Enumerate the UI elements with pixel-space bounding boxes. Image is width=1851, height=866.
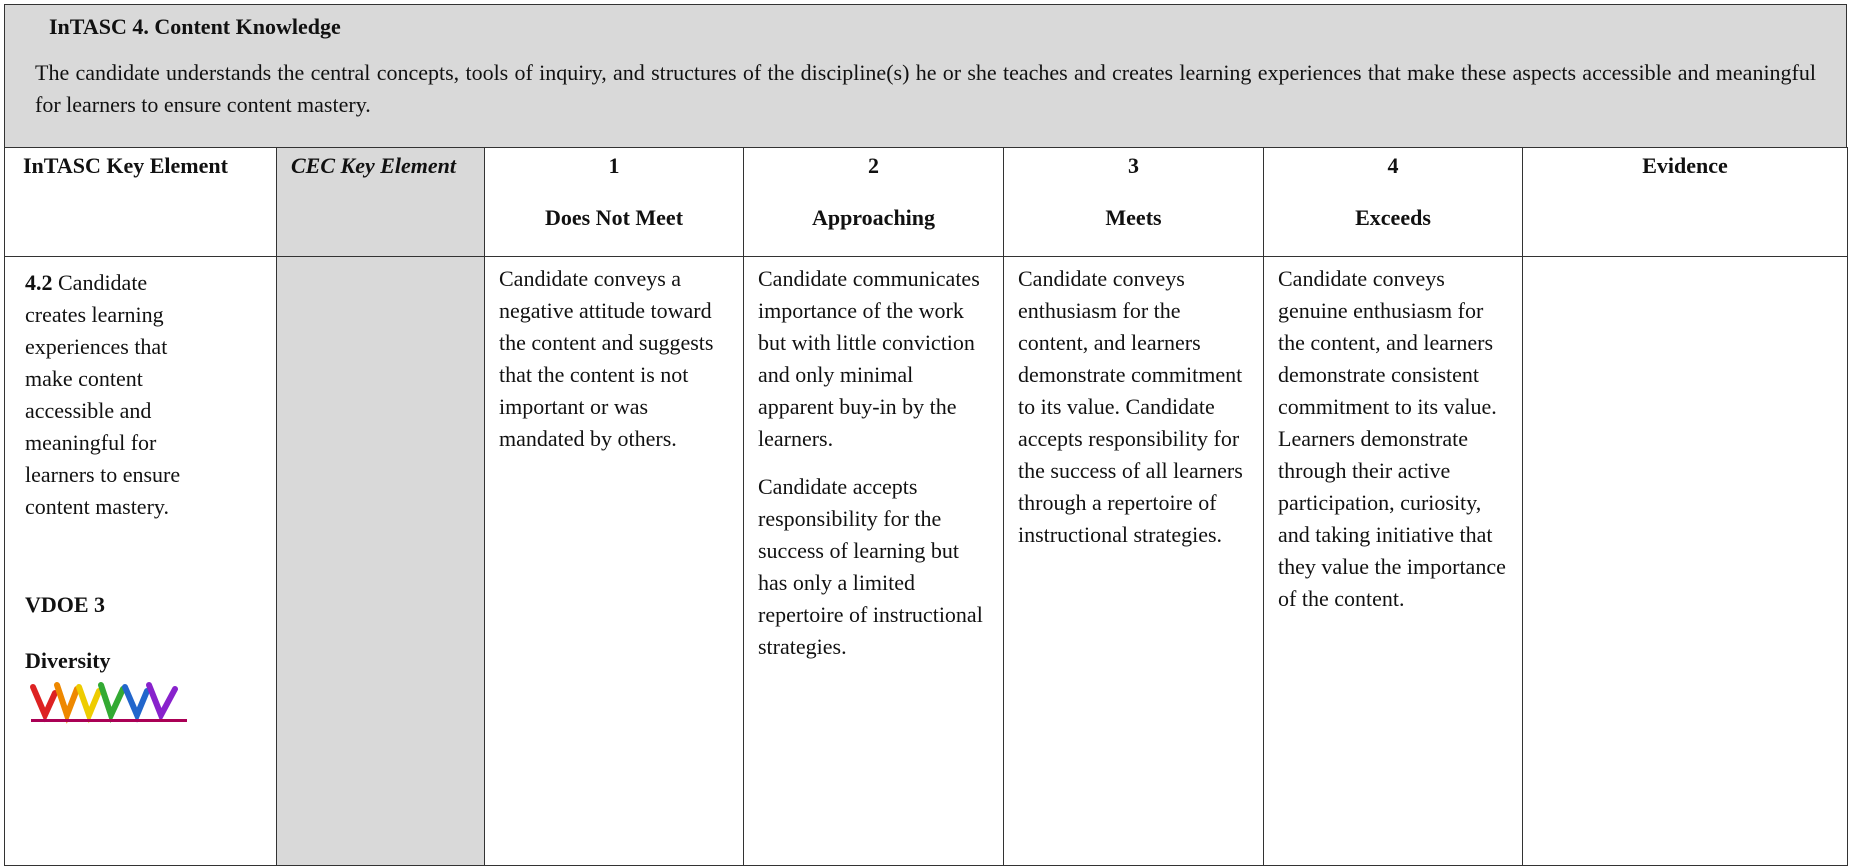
diversity-icon xyxy=(30,682,187,724)
level-cell: Candidate conveys enthusiasm for the con… xyxy=(1003,256,1264,866)
level-cell: Candidate communicates importance of the… xyxy=(743,256,1004,866)
level-number: 1 xyxy=(608,153,620,178)
rubric-table: InTASC Key Element CEC Key Element 1 Does… xyxy=(4,147,1848,866)
standard-title: InTASC 4. Content Knowledge xyxy=(49,14,341,39)
element-number: 4.2 xyxy=(25,270,53,295)
level-text: Candidate conveys genuine enthusiasm for… xyxy=(1278,266,1506,611)
header-row: InTASC Key Element CEC Key Element 1 Does… xyxy=(4,147,1848,257)
evidence-cell xyxy=(1522,256,1848,866)
header-cell: InTASC Key Element xyxy=(4,147,277,257)
header-cell: CEC Key Element xyxy=(276,147,485,257)
level-cell: Candidate conveys a negative attitude to… xyxy=(484,256,744,866)
header-cell: Evidence xyxy=(1522,147,1848,257)
cec-cell xyxy=(276,256,485,866)
level-text: Candidate conveys enthusiasm for the con… xyxy=(1018,266,1243,547)
level-label: Approaching xyxy=(811,205,936,230)
vdoe-label: VDOE 3 xyxy=(25,592,106,617)
level-number: 3 xyxy=(1128,153,1139,178)
header-label: InTASC Key Element xyxy=(23,153,228,178)
level-text: Candidate accepts responsibility for the… xyxy=(758,474,983,659)
level-label: Exceeds xyxy=(1355,205,1431,230)
standard-header: InTASC 4. Content Knowledge The candidat… xyxy=(4,4,1847,148)
header-cell: 2 Approaching xyxy=(743,147,1004,257)
standard-description: The candidate understands the central co… xyxy=(35,60,1816,117)
level-label: Does Not Meet xyxy=(544,205,684,230)
element-cell: 4.2 Candidate creates learning experienc… xyxy=(4,256,277,866)
level-label: Meets xyxy=(1105,205,1162,230)
element-text: Candidate creates learning experiences t… xyxy=(25,270,181,519)
category-label: Diversity xyxy=(25,648,111,673)
header-label: Evidence xyxy=(1642,153,1728,178)
level-cell: Candidate conveys genuine enthusiasm for… xyxy=(1263,256,1523,866)
body-row: 4.2 Candidate creates learning experienc… xyxy=(4,256,1848,866)
level-number: 2 xyxy=(868,153,879,178)
header-cell: 3 Meets xyxy=(1003,147,1264,257)
header-label: CEC Key Element xyxy=(291,153,456,178)
header-cell: 1 Does Not Meet xyxy=(484,147,744,257)
header-cell: 4 Exceeds xyxy=(1263,147,1523,257)
level-text: Candidate conveys a negative attitude to… xyxy=(499,266,714,451)
level-text: Candidate communicates importance of the… xyxy=(758,266,980,451)
level-number: 4 xyxy=(1387,153,1399,178)
